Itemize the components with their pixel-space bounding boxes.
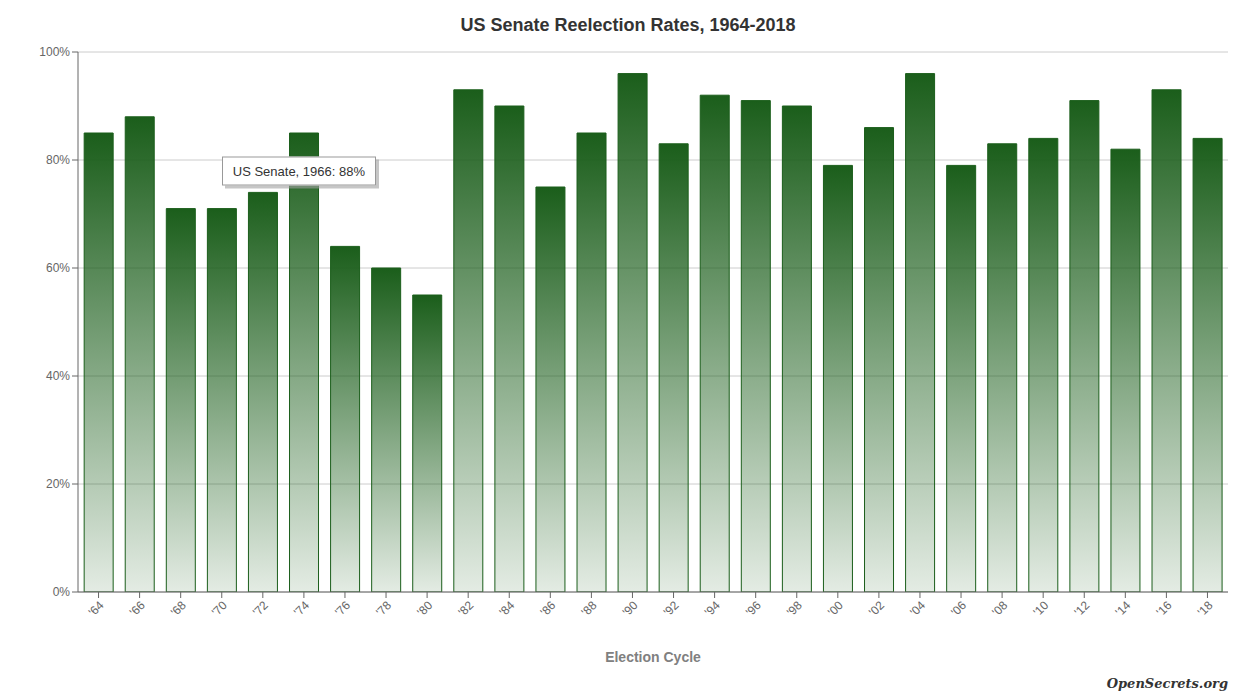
svg-text:40%: 40%: [46, 369, 70, 383]
svg-text:'80: '80: [414, 598, 435, 619]
svg-text:'14: '14: [1113, 598, 1134, 619]
svg-text:'10: '10: [1030, 598, 1051, 619]
svg-text:'88: '88: [579, 598, 600, 619]
svg-text:80%: 80%: [46, 153, 70, 167]
svg-text:'16: '16: [1154, 598, 1175, 619]
svg-text:'76: '76: [332, 598, 353, 619]
svg-text:'72: '72: [250, 598, 271, 619]
svg-text:'78: '78: [373, 598, 394, 619]
svg-text:'02: '02: [866, 598, 887, 619]
svg-text:'94: '94: [702, 598, 723, 619]
html-text:OpenSecrets.org: OpenSecrets.org: [1106, 676, 1228, 691]
svg-text:'70: '70: [209, 598, 230, 619]
svg-text:60%: 60%: [46, 261, 70, 275]
svg-text:'08: '08: [989, 598, 1010, 619]
svg-text:'66: '66: [127, 598, 148, 619]
svg-text:0%: 0%: [53, 585, 71, 599]
svg-text:'86: '86: [538, 598, 559, 619]
html-text:US Senate Reelection Rates, 19: US Senate Reelection Rates, 1964-2018: [460, 15, 796, 35]
svg-text:'12: '12: [1071, 598, 1092, 619]
svg-text:'82: '82: [455, 598, 476, 619]
svg-text:'06: '06: [948, 598, 969, 619]
html-text:US Senate, 1966: 88%: US Senate, 1966: 88%: [232, 163, 365, 179]
svg-text:'84: '84: [496, 598, 517, 619]
svg-text:'64: '64: [86, 598, 107, 619]
svg-text:20%: 20%: [46, 477, 70, 491]
svg-text:'68: '68: [168, 598, 189, 619]
svg-text:'00: '00: [825, 598, 846, 619]
svg-text:'74: '74: [291, 598, 312, 619]
svg-text:'18: '18: [1195, 598, 1216, 619]
svg-text:Election Cycle: Election Cycle: [605, 649, 701, 665]
svg-text:'90: '90: [620, 598, 641, 619]
svg-text:100%: 100%: [39, 45, 70, 59]
svg-text:'98: '98: [784, 598, 805, 619]
svg-text:'04: '04: [907, 598, 928, 619]
svg-text:'96: '96: [743, 598, 764, 619]
svg-text:'92: '92: [661, 598, 682, 619]
